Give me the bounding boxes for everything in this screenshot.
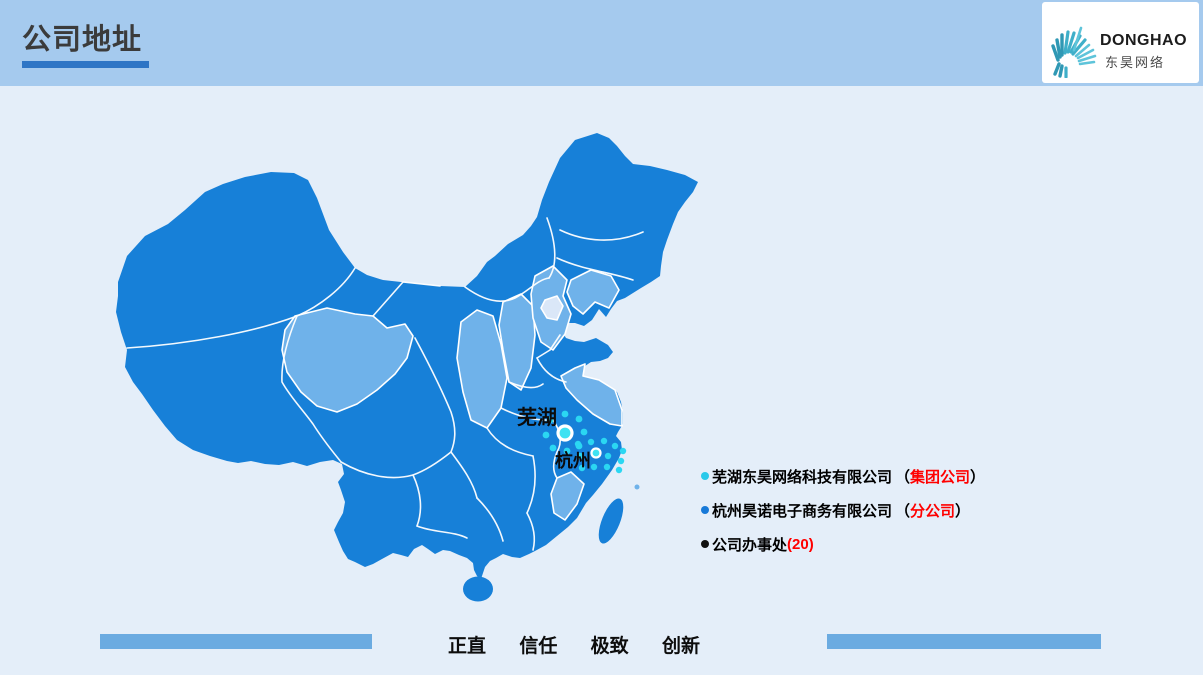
legend: 芜湖东昊网络科技有限公司 （ 集团公司 ） 杭州昊诺电子商务有限公司 （ 分公司…: [701, 466, 985, 568]
logo-name-text: DONGHAO: [1100, 32, 1188, 49]
legend-tag: 集团公司: [910, 468, 971, 486]
tagline-word: 创新: [661, 636, 700, 657]
legend-company-name: 公司办事处: [712, 536, 788, 554]
legend-bullet-branch: [701, 506, 709, 514]
title-underline: [22, 61, 149, 68]
paren-close: ）: [970, 468, 986, 486]
province-fujian: [550, 471, 585, 521]
light-provinces: [281, 265, 623, 521]
legend-item-group-company: 芜湖东昊网络科技有限公司 （ 集团公司 ）: [701, 466, 985, 486]
paren-close: ）: [955, 502, 971, 520]
donghao-fan-icon: [1051, 26, 1097, 78]
tagline: 正直 信任 极致 创新: [448, 631, 700, 658]
logo-subtitle-text: 东昊网络: [1105, 55, 1166, 70]
legend-company-name: 杭州昊诺电子商务有限公司: [712, 502, 893, 520]
china-map: 芜湖 杭州: [116, 133, 698, 602]
province-liaoning: [566, 269, 620, 315]
hangzhou-label: 杭州: [555, 450, 591, 471]
paren-open: （: [895, 502, 911, 520]
legend-tag: 分公司: [910, 502, 956, 520]
tagline-word: 信任: [519, 636, 558, 657]
province-shanxi: [498, 293, 536, 391]
province-qinghai: [281, 307, 414, 413]
legend-company-name: 芜湖东昊网络科技有限公司: [712, 468, 893, 486]
office-dots-hangzhou: [574, 437, 627, 474]
legend-bullet-group: [701, 472, 709, 480]
page-title: 公司地址: [22, 24, 143, 56]
tagline-word: 正直: [448, 636, 487, 657]
header-bar: 公司地址: [0, 0, 1203, 86]
legend-tag: 20: [792, 535, 809, 553]
island-taiwan: [598, 498, 624, 544]
province-beijing: [540, 295, 564, 321]
paren-open: (: [787, 535, 793, 553]
province-jiangsu: [560, 363, 623, 427]
island-hainan: [463, 576, 493, 602]
legend-bullet-office: [701, 540, 709, 548]
wuhu-marker: [556, 424, 574, 442]
legend-item-branch-company: 杭州昊诺电子商务有限公司 （ 分公司 ）: [701, 500, 985, 520]
logo-box: DONGHAO 东昊网络: [1042, 2, 1199, 83]
paren-close: ): [808, 535, 814, 553]
hangzhou-marker: [590, 447, 602, 459]
island-small: [634, 484, 640, 490]
footer-bar-left: [100, 634, 372, 649]
legend-item-offices: 公司办事处 ( 20 ): [701, 534, 985, 554]
tagline-word: 极致: [590, 636, 629, 657]
paren-open: （: [895, 468, 911, 486]
wuhu-label: 芜湖: [517, 405, 557, 429]
footer-bar-right: [827, 634, 1101, 649]
